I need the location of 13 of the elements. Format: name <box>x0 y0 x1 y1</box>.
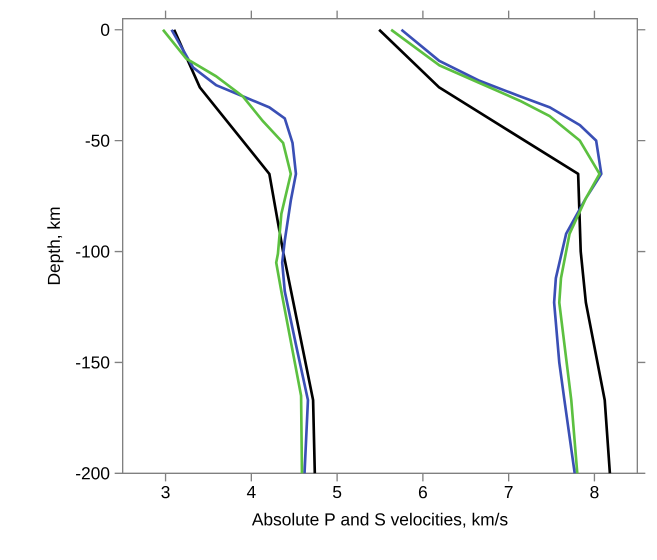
y-tick-label: -100 <box>76 245 110 258</box>
x-tick-label: 7 <box>504 486 513 498</box>
x-tick-label: 5 <box>332 486 342 498</box>
y-tick-label: -50 <box>86 134 110 147</box>
y-tick-label: -200 <box>76 467 110 480</box>
x-tick-label: 8 <box>590 486 599 498</box>
x-axis-title: Absolute P and S velocities, km/s <box>252 512 508 528</box>
x-tick-label: 6 <box>418 486 427 498</box>
y-axis-title: Depth, km <box>47 208 64 284</box>
y-tick-label: -150 <box>76 356 110 369</box>
x-tick-label: 4 <box>246 486 256 498</box>
x-tick-label: 3 <box>161 486 170 498</box>
y-tick-label: 0 <box>100 24 110 36</box>
